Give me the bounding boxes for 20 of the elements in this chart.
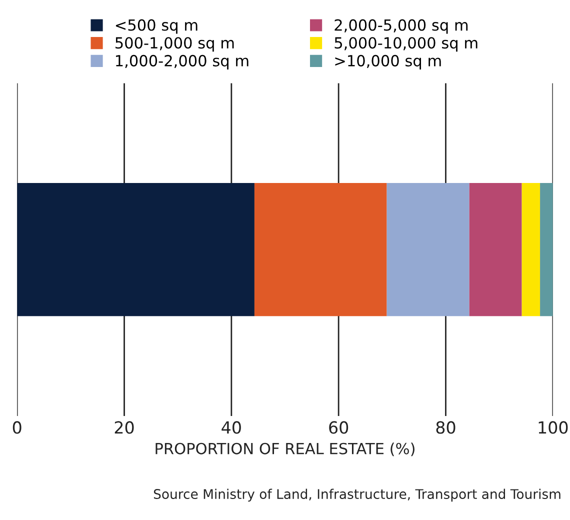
bar [469,183,522,316]
legend-label: 2,000-5,000 sq m [334,19,468,34]
x-tick-label: 60 [329,421,348,434]
legend-label: 5,000-10,000 sq m [334,37,478,52]
bar [254,183,387,316]
bar [540,183,553,316]
x-tick-label: 20 [114,421,134,434]
bar [17,183,254,316]
x-tick-label: 100 [538,421,568,434]
bar [522,183,540,316]
x-tick-label: 40 [222,421,241,434]
x-tick-label: 0 [12,421,22,434]
bar [386,183,470,316]
legend-label: 500-1,000 sq m [116,37,234,52]
legend-label: >10,000 sq m [335,54,441,70]
x-tick-label: 80 [436,421,456,434]
legend-label: 1,000-2,000 sq m [116,54,248,70]
legend-label: <500 sq m [116,19,198,34]
source-note: Source Ministry of Land, Infrastructure, Transport and Tourism [154,488,560,502]
x-axis-title: PROPORTION OF REAL ESTATE (%) [156,442,414,456]
